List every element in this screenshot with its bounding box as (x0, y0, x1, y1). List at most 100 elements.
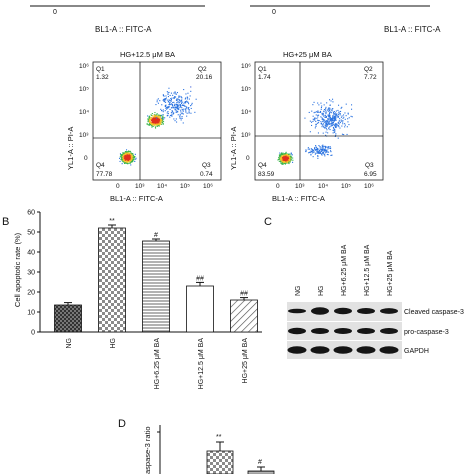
flow-event-dot (322, 144, 324, 146)
panel-b-ylabel: Cell apoptotic rate (%) (13, 232, 22, 307)
flow-event-dot (175, 109, 177, 111)
flow-event-dot (320, 102, 322, 104)
flow-event-dot (324, 121, 326, 123)
flow-event-dot (283, 158, 285, 160)
flow-event-dot (131, 160, 133, 162)
flow-event-dot (128, 162, 130, 164)
flow-event-dot (340, 119, 342, 121)
flow-event-dot (307, 147, 309, 149)
flow-event-dot (164, 101, 166, 103)
flow-event-dot (329, 146, 331, 148)
flow-event-dot (129, 160, 131, 162)
flow-event-dot (148, 117, 150, 119)
flow-event-dot (184, 101, 186, 103)
flow-event-dot (176, 107, 178, 109)
flow-event-dot (178, 95, 180, 97)
flow-event-dot (314, 111, 316, 113)
flow-event-dot (162, 116, 164, 118)
flow-event-dot (281, 159, 283, 161)
band-label-cleaved: Cleaved caspase-3 (404, 309, 464, 316)
flow-event-dot (341, 106, 343, 108)
flow-event-dot (324, 150, 326, 152)
flow-event-dot (180, 111, 182, 113)
flow-event-dot (328, 115, 330, 117)
flow-event-dot (347, 113, 349, 115)
flow-event-dot (314, 117, 316, 119)
flow-event-dot (317, 116, 319, 118)
flow-event-dot (327, 114, 329, 116)
flow-event-dot (130, 161, 132, 163)
flow-event-dot (166, 106, 168, 108)
flow-event-dot (180, 100, 182, 102)
flow-event-dot (319, 148, 321, 150)
flow-event-dot (315, 123, 317, 125)
flow-event-dot (127, 153, 129, 155)
flow-event-dot (185, 102, 187, 104)
flow-event-dot (284, 155, 286, 157)
flow-event-dot (319, 151, 321, 153)
flow-event-dot (282, 162, 284, 164)
flow-event-dot (162, 119, 164, 121)
flow-event-dot (155, 120, 157, 122)
flow-event-dot (157, 119, 159, 121)
flow-event-dot (119, 153, 121, 155)
flow-event-dot (176, 121, 178, 123)
flow-panel-1-ytick-3: 10⁴ (79, 109, 89, 116)
flow-event-dot (335, 123, 337, 125)
flow-event-dot (162, 118, 164, 120)
flow-event-dot (286, 155, 288, 157)
flow-event-dot (160, 123, 162, 125)
flow-event-dot (322, 151, 324, 153)
flow-event-dot (189, 95, 191, 97)
flow-event-dot (320, 148, 322, 150)
flow-event-dot (155, 104, 157, 106)
flow-event-dot (149, 122, 151, 124)
flow-event-dot (183, 103, 185, 105)
panel-b-bar (142, 240, 170, 333)
flow-event-dot (182, 122, 184, 124)
panel-d-bar-hg (206, 450, 234, 474)
flow-event-dot (286, 159, 288, 161)
flow-event-dot (176, 92, 178, 94)
flow-event-dot (130, 156, 132, 158)
flow-event-dot (332, 108, 334, 110)
flow-event-dot (177, 108, 179, 110)
flow-event-dot (335, 123, 337, 125)
flow-event-dot (351, 116, 353, 118)
flow-event-dot (154, 117, 156, 119)
flow-event-dot (318, 145, 320, 147)
flow-event-dot (287, 154, 289, 156)
flow-event-dot (179, 115, 181, 117)
flow-event-dot (312, 149, 314, 151)
flow-event-dot (129, 157, 131, 159)
flow-event-dot (311, 110, 313, 112)
flow-event-dot (130, 153, 132, 155)
flow-event-dot (162, 120, 164, 122)
flow-event-dot (156, 101, 158, 103)
flow-event-dot (153, 123, 155, 125)
flow-event-dot (128, 152, 130, 154)
flow-event-dot (182, 110, 184, 112)
flow-event-dot (324, 114, 326, 116)
flow-event-dot (312, 151, 314, 153)
flow-event-dot (323, 126, 325, 128)
flow-event-dot (330, 118, 332, 120)
flow-event-dot (317, 110, 319, 112)
flow-event-dot (342, 117, 344, 119)
flow-panel-2-xtick-4: 10⁵ (341, 183, 351, 190)
flow-event-dot (157, 115, 159, 117)
flow-event-dot (122, 153, 124, 155)
flow-event-dot (171, 115, 173, 117)
flow-event-dot (334, 115, 336, 117)
flow-event-dot (148, 115, 150, 117)
flow-panel-2-q2-label: Q2 (364, 66, 373, 73)
band-gapdh (379, 346, 399, 354)
flow-event-dot (129, 156, 131, 158)
flow-event-dot (322, 146, 324, 148)
flow-event-dot (318, 120, 320, 122)
flow-event-dot (325, 120, 327, 122)
flow-event-dot (150, 121, 152, 123)
flow-event-dot (312, 120, 314, 122)
flow-event-dot (342, 121, 344, 123)
